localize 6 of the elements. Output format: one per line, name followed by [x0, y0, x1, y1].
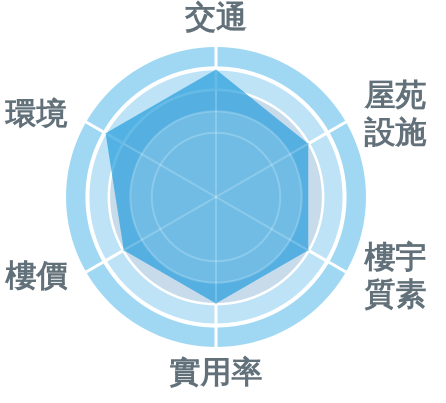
spoke-label: 屋苑設施: [363, 78, 426, 151]
spoke-label: 交通: [184, 0, 247, 36]
spoke-label: 樓宇質素: [363, 240, 426, 313]
spoke-label: 實用率: [170, 354, 262, 391]
spoke-label: 樓價: [4, 258, 69, 294]
spoke-label: 環境: [4, 96, 68, 132]
